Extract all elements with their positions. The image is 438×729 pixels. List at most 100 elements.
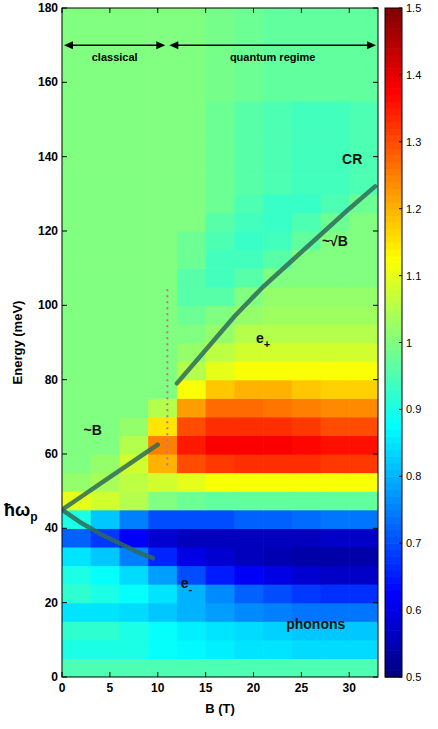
x-tick [157, 672, 158, 677]
heatmap-cell [234, 212, 263, 231]
colorbar-slice [385, 122, 402, 129]
heatmap-cell [349, 640, 378, 659]
heatmap-cell [321, 547, 350, 566]
heatmap-cell [234, 454, 263, 473]
heatmap-cell [177, 454, 206, 473]
heatmap-cell [349, 8, 378, 27]
heatmap-cell [263, 212, 292, 231]
heatmap-cell [91, 64, 120, 83]
colorbar-slice [385, 336, 402, 343]
heatmap-cell [292, 305, 321, 324]
heatmap-cell [349, 324, 378, 343]
heatmap-cell [349, 528, 378, 547]
heatmap-cell [349, 435, 378, 454]
heatmap-cell [62, 82, 91, 101]
heatmap-cell [62, 64, 91, 83]
heatmap-cell [349, 566, 378, 585]
heatmap-cell [91, 120, 120, 139]
heatmap-cell [206, 64, 235, 83]
colorbar-slice [385, 543, 402, 550]
annotation: e+ [256, 330, 270, 350]
heatmap-cell [119, 27, 148, 46]
heatmap-cell [177, 287, 206, 306]
heatmap-cell [91, 491, 120, 510]
heatmap-cell [148, 305, 177, 324]
annotation-sub: + [264, 338, 270, 350]
colorbar-tick [399, 342, 402, 343]
heatmap-cell [206, 157, 235, 176]
heatmap-cell [349, 398, 378, 417]
heatmap-cell [119, 231, 148, 250]
colorbar-slice [385, 429, 402, 436]
heatmap-cell [263, 658, 292, 677]
colorbar-tick-label: 1.2 [406, 203, 421, 215]
heatmap-cell [321, 8, 350, 27]
heatmap-cell [321, 566, 350, 585]
heatmap-cell [292, 640, 321, 659]
heatmap-cell [119, 584, 148, 603]
heatmap-cell [292, 175, 321, 194]
heatmap-cell [263, 454, 292, 473]
heatmap-cell [177, 250, 206, 269]
heatmap-cell [234, 584, 263, 603]
y-tick [62, 82, 67, 83]
heatmap-cell [177, 473, 206, 492]
heatmap-cell [349, 120, 378, 139]
colorbar-slice [385, 162, 402, 169]
heatmap-cell [292, 343, 321, 362]
heatmap-cell [263, 380, 292, 399]
heatmap-cell [119, 120, 148, 139]
heatmap-cell [62, 27, 91, 46]
heatmap-cell [206, 380, 235, 399]
heatmap-cell [62, 287, 91, 306]
heatmap-cell [349, 231, 378, 250]
heatmap-cell [91, 510, 120, 529]
heatmap-cell [119, 250, 148, 269]
colorbar-slice [385, 242, 402, 249]
colorbar-slice [385, 182, 402, 189]
heatmap-cell [292, 584, 321, 603]
colorbar-slice [385, 583, 402, 590]
colorbar-tick [399, 141, 402, 142]
heatmap-cell [177, 82, 206, 101]
heatmap-cell [321, 101, 350, 120]
y-tick-label: 60 [45, 447, 59, 461]
heatmap-cell [148, 417, 177, 436]
colorbar-slice [385, 563, 402, 570]
x-tick [205, 672, 206, 677]
heatmap-cell [91, 157, 120, 176]
heatmap-cell [263, 435, 292, 454]
y-tick-label: 80 [45, 373, 59, 387]
heatmap-cell [148, 658, 177, 677]
heatmap-cell [263, 101, 292, 120]
y-tick [373, 379, 378, 380]
heatmap-cell [263, 120, 292, 139]
y-tick [373, 156, 378, 157]
colorbar-slice [385, 21, 402, 28]
heatmap-cell [119, 417, 148, 436]
y-tick [373, 8, 378, 9]
annotation: ~√B [322, 233, 348, 249]
heatmap-cell [62, 640, 91, 659]
heatmap-cell [177, 175, 206, 194]
heatmap-cell [263, 8, 292, 27]
heatmap-cell [234, 380, 263, 399]
plasma-label: ħωp [4, 500, 38, 524]
colorbar-slice [385, 135, 402, 142]
heatmap-cell [292, 473, 321, 492]
annotation-main: CR [342, 151, 362, 167]
heatmap-cell [321, 658, 350, 677]
heatmap-cell [148, 101, 177, 120]
colorbar-slice [385, 189, 402, 196]
heatmap-cell [349, 64, 378, 83]
heatmap-cell [321, 343, 350, 362]
heatmap-cell [263, 138, 292, 157]
heatmap-cell [119, 343, 148, 362]
colorbar-slice [385, 650, 402, 657]
heatmap-cell [292, 658, 321, 677]
heatmap-cell [62, 305, 91, 324]
colorbar-slice [385, 363, 402, 370]
x-tick [62, 8, 63, 13]
heatmap-cell [119, 324, 148, 343]
colorbar-slice [385, 630, 402, 637]
